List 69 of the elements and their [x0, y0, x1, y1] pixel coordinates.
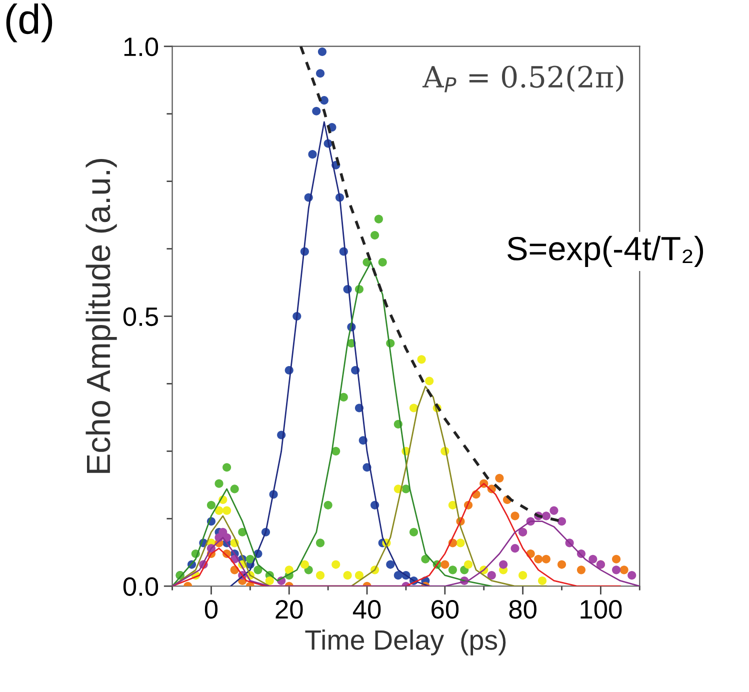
point [394, 571, 402, 580]
x-tick-label: 100 [580, 600, 622, 619]
point [620, 566, 628, 574]
point [425, 376, 434, 386]
point [222, 506, 232, 515]
point [316, 69, 325, 78]
point [324, 500, 332, 510]
point [265, 576, 274, 586]
point [246, 554, 254, 564]
point [628, 571, 636, 580]
point [557, 560, 566, 569]
line-series [230, 121, 430, 586]
point [487, 571, 496, 580]
point [254, 566, 262, 574]
point [222, 463, 232, 472]
point [588, 554, 598, 564]
point [378, 258, 387, 267]
point [370, 231, 380, 240]
point [510, 512, 520, 520]
point [354, 571, 364, 580]
point [542, 512, 550, 520]
point [518, 571, 528, 580]
point [316, 571, 325, 580]
point [557, 517, 566, 526]
point [464, 560, 473, 569]
point [386, 560, 395, 569]
point [576, 566, 586, 574]
point [332, 560, 340, 569]
point [448, 566, 457, 574]
point [612, 566, 621, 574]
point [339, 392, 348, 402]
point [308, 150, 317, 159]
point [417, 355, 426, 364]
point [542, 554, 550, 564]
point [318, 47, 326, 56]
x-tick-label: 40 [352, 600, 381, 619]
point [550, 506, 558, 515]
point [230, 484, 239, 494]
point [332, 446, 340, 456]
x-tick-label: 0 [204, 600, 218, 619]
point [534, 554, 543, 564]
x-tick-label: 60 [432, 600, 459, 619]
x-tick-label: 20 [276, 600, 303, 619]
text: (d) [6, 3, 52, 42]
point [612, 554, 621, 564]
point [440, 560, 450, 569]
y-tick-label: 0.0 [123, 577, 158, 596]
point [510, 544, 520, 553]
y-axis-title: Echo Amplitude (a.u.) [86, 158, 117, 473]
point [456, 538, 465, 548]
point [316, 538, 325, 548]
point [214, 479, 224, 488]
y-tick-label: 0.5 [123, 307, 158, 326]
point [409, 404, 418, 412]
annotation: A$_{P}$ = 0.52(2π) [422, 65, 624, 92]
y-tick-label: 1.0 [124, 38, 158, 56]
point [320, 96, 328, 105]
point [206, 500, 216, 510]
point [374, 214, 383, 224]
point [499, 560, 508, 569]
point [495, 474, 504, 482]
point [300, 560, 309, 569]
point [538, 576, 547, 586]
point [343, 571, 352, 580]
point [312, 106, 321, 116]
annotation: S=exp(-4t/T₂) [508, 236, 704, 268]
x-axis-title: Time Delay (ps) [305, 629, 506, 656]
point [409, 528, 418, 536]
x-tick-label: 80 [509, 600, 536, 619]
